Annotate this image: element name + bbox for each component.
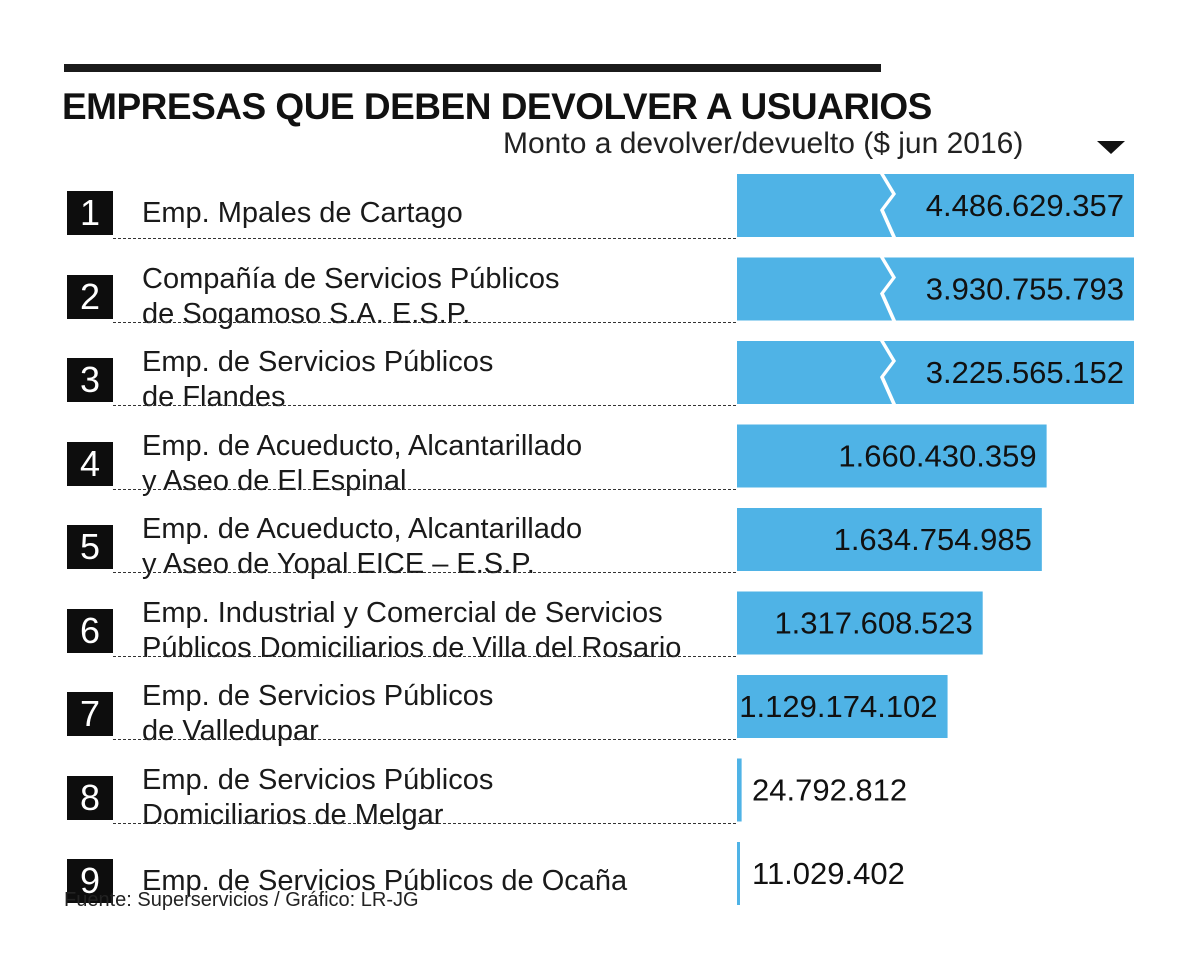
- company-name-line: de Flandes: [142, 381, 286, 413]
- row-separator: [113, 405, 736, 406]
- company-name-line: y Aseo de El Espinal: [142, 464, 407, 497]
- company-name-line: Emp. de Servicios Públicos: [142, 763, 494, 796]
- company-name: Compañía de Servicios Públicos de Sogamos…: [142, 262, 559, 332]
- company-name: Emp. Mpales de Cartago: [142, 196, 463, 231]
- value-label: 11.029.402: [752, 856, 905, 891]
- rank-badge: 4: [67, 441, 113, 486]
- rank-badge: 9: [67, 859, 113, 903]
- company-name: Emp. de Acueducto, Alcantarillado y Aseo …: [142, 512, 582, 582]
- company-name: Emp. de Servicios Públicos de Ocaña: [142, 864, 627, 899]
- bar: [737, 508, 1042, 571]
- value-label: 24.792.812: [752, 773, 907, 808]
- rank-badge: 8: [67, 775, 113, 820]
- company-name-line: Emp. de Acueducto, Alcantarillado: [142, 513, 583, 545]
- value-label: 1.317.608.523: [774, 606, 972, 641]
- bar: [737, 842, 740, 905]
- company-name-line: Emp. Mpales de Cartago: [142, 197, 463, 229]
- row-separator: [113, 488, 736, 490]
- row-separator: [113, 572, 736, 573]
- rank-badge: 3: [67, 358, 113, 402]
- company-name: Emp. de Servicios Públicos de Flandes: [142, 345, 493, 415]
- company-name-line: Compañía de Servicios Públicos: [142, 262, 560, 295]
- row-separator: [113, 238, 736, 239]
- row-separator: [113, 739, 736, 740]
- value-label: 1.634.754.985: [834, 522, 1032, 557]
- rank-badge: 5: [67, 525, 113, 569]
- triangle-down-icon: [1097, 141, 1125, 154]
- rank-badge: 2: [67, 274, 113, 319]
- chart-title: EMPRESAS QUE DEBEN DEVOLVER A USUARIOS: [62, 86, 932, 127]
- source-note: Fuente: Superservicios / Gráfico: LR-JG: [64, 889, 419, 911]
- bar-broken: [737, 174, 1134, 237]
- row-separator: [113, 822, 736, 824]
- row-separator: [113, 655, 736, 657]
- rank-badge: 6: [67, 608, 113, 653]
- value-label: 4.486.629.357: [926, 188, 1124, 223]
- company-name-line: Domiciliarios de Melgar: [142, 798, 444, 831]
- value-label: 1.129.174.102: [739, 689, 937, 724]
- company-name-line: Públicos Domiciliarios de Villa del Rosa…: [142, 631, 682, 664]
- company-name-line: Emp. de Servicios Públicos de Ocaña: [142, 865, 628, 897]
- company-name: Emp. de Servicios Públicos Domiciliarios …: [142, 763, 493, 833]
- company-name-line: de Valledupar: [142, 715, 319, 747]
- rank-badge: 7: [67, 692, 113, 736]
- company-name-line: y Aseo de Yopal EICE – E.S.P.: [142, 548, 535, 580]
- bar-broken: [737, 341, 1134, 404]
- value-label: 1.660.430.359: [838, 439, 1036, 474]
- bar: [737, 675, 948, 738]
- company-name: Emp. Industrial y Comercial de Servicios…: [142, 596, 681, 666]
- company-name: Emp. de Acueducto, Alcantarillado y Aseo …: [142, 429, 582, 499]
- bar: [737, 591, 983, 655]
- company-name-line: Emp. de Servicios Públicos: [142, 680, 494, 712]
- bar: [737, 758, 742, 822]
- axis-break-mark: [880, 341, 896, 404]
- company-name-line: de Sogamoso S.A. E.S.P.: [142, 297, 471, 330]
- bar: [737, 424, 1047, 488]
- top-rule: [64, 64, 881, 72]
- axis-break-mark: [880, 257, 896, 321]
- company-name-line: Emp. de Acueducto, Alcantarillado: [142, 429, 583, 462]
- value-label: 3.930.755.793: [926, 272, 1124, 307]
- row-separator: [113, 321, 736, 323]
- company-name: Emp. de Servicios Públicos de Valledupar: [142, 679, 493, 749]
- value-label: 3.225.565.152: [926, 355, 1124, 390]
- chart-subtitle: Monto a devolver/devuelto ($ jun 2016): [503, 127, 1024, 160]
- company-name-line: Emp. Industrial y Comercial de Servicios: [142, 596, 663, 629]
- rank-badge: 1: [67, 191, 113, 235]
- axis-break-mark: [880, 174, 896, 237]
- company-name-line: Emp. de Servicios Públicos: [142, 346, 494, 378]
- bar-broken: [737, 257, 1134, 321]
